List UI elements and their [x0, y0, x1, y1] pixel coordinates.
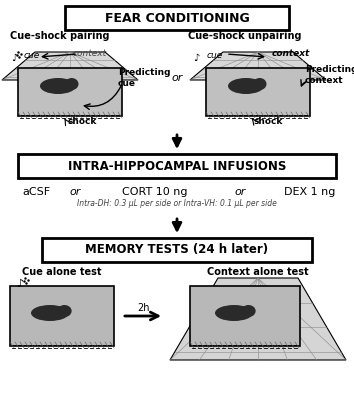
Ellipse shape	[241, 305, 256, 317]
Text: context: context	[73, 50, 107, 58]
Bar	[206, 68, 310, 116]
Text: FEAR CONDITIONING: FEAR CONDITIONING	[105, 12, 249, 24]
Text: DEX 1 ng: DEX 1 ng	[284, 187, 336, 197]
Polygon shape	[2, 52, 138, 80]
Ellipse shape	[215, 305, 253, 321]
Text: CORT 10 ng: CORT 10 ng	[122, 187, 188, 197]
Bar	[42, 238, 312, 262]
Polygon shape	[190, 52, 326, 80]
Ellipse shape	[65, 78, 79, 90]
Text: Intra-DH: 0.3 μL per side or Intra-VH: 0.1 μL per side: Intra-DH: 0.3 μL per side or Intra-VH: 0…	[77, 200, 277, 208]
Text: ♪: ♪	[11, 53, 17, 63]
Bar	[18, 154, 336, 178]
Ellipse shape	[40, 78, 76, 94]
Text: 2h: 2h	[137, 303, 149, 313]
Text: cue: cue	[207, 50, 223, 60]
Bar	[18, 68, 122, 116]
Text: Predicting
context: Predicting context	[305, 65, 354, 85]
Ellipse shape	[31, 305, 69, 321]
Text: ♪: ♪	[16, 279, 24, 289]
Text: Cue alone test: Cue alone test	[22, 267, 102, 277]
Text: ♪: ♪	[193, 53, 199, 63]
Bar	[65, 6, 289, 30]
Text: aCSF: aCSF	[22, 187, 50, 197]
Text: Cue-shock unpairing: Cue-shock unpairing	[188, 31, 302, 41]
Text: Predicting
cue: Predicting cue	[118, 68, 171, 88]
Text: MEMORY TESTS (24 h later): MEMORY TESTS (24 h later)	[85, 244, 269, 256]
Text: context: context	[272, 50, 310, 58]
Text: or: or	[69, 187, 81, 197]
Ellipse shape	[228, 78, 264, 94]
Text: shock: shock	[68, 116, 97, 126]
Polygon shape	[170, 278, 346, 360]
Bar	[190, 286, 300, 346]
Ellipse shape	[57, 305, 72, 317]
Text: cue: cue	[24, 50, 40, 60]
Text: shock: shock	[254, 116, 283, 126]
Ellipse shape	[253, 78, 267, 90]
Text: or: or	[171, 73, 183, 83]
Text: Cue-shock pairing: Cue-shock pairing	[10, 31, 109, 41]
Text: or: or	[234, 187, 246, 197]
Bar	[10, 286, 114, 346]
Text: INTRA-HIPPOCAMPAL INFUSIONS: INTRA-HIPPOCAMPAL INFUSIONS	[68, 160, 286, 172]
Text: Context alone test: Context alone test	[207, 267, 309, 277]
